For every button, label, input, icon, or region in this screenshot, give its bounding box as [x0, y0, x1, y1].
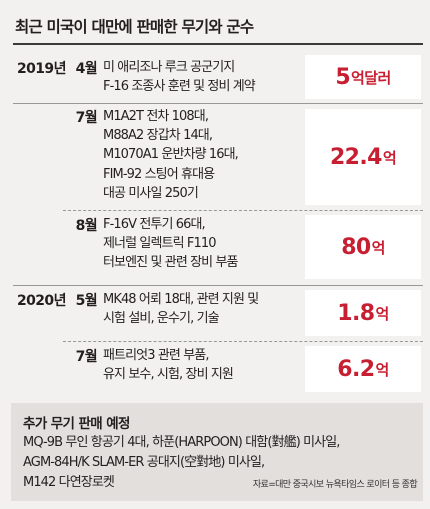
infographic: 최근 미국이 대만에 판매한 무기와 군수 2019년 4월 미 애리조나 루크…	[3, 3, 427, 506]
future-sales-line: MQ-9B 무인 항공기 4대, 하푼(HARPOON) 대함(對艦) 미사일,	[23, 435, 340, 450]
year-divider	[13, 285, 423, 286]
sale-row-2020-05: 2020년 5월 MK48 어뢰 18대, 관련 지원 및 시험 설비, 운수기…	[3, 290, 427, 336]
sale-description: 패트리엇3 관련 부품, 유지 보수, 시험, 장비 지원	[103, 346, 299, 384]
sale-month: 5월	[75, 293, 98, 309]
sale-month: 7월	[75, 349, 98, 365]
sale-description: F-16V 전투기 66대, 제너럴 일렉트릭 F110 터보엔진 및 관련 장…	[103, 215, 299, 273]
sale-line: F-16V 전투기 66대,	[103, 217, 206, 232]
month-divider	[63, 341, 423, 342]
sale-line: FIM-92 스팅어 휴대용	[103, 166, 215, 182]
month-divider	[63, 210, 423, 211]
amount-unit: 억	[371, 238, 386, 257]
sale-description: 미 애리조나 루크 공군기지 F-16 조종사 훈련 및 정비 계약	[103, 58, 299, 96]
title-divider	[13, 43, 423, 45]
sale-line: 유지 보수, 시험, 장비 지원	[103, 367, 234, 383]
sale-row-2019-04: 2019년 4월 미 애리조나 루크 공군기지 F-16 조종사 훈련 및 정비…	[3, 55, 427, 101]
amount-unit: 억	[375, 304, 389, 323]
sale-line: M1A2T 전차 108대,	[103, 109, 209, 124]
amount-unit: 억	[375, 360, 389, 379]
sale-line: 터보엔진 및 관련 장비 부품	[103, 255, 238, 271]
sale-line: 제너럴 일렉트릭 F110	[103, 236, 216, 252]
sale-row-2020-07: 7월 패트리엇3 관련 부품, 유지 보수, 시험, 장비 지원 6.2 억	[3, 346, 427, 392]
amount-value: 6.2	[337, 356, 375, 382]
sale-description: MK48 어뢰 18대, 관련 지원 및 시험 설비, 운수기, 기술	[103, 290, 299, 328]
future-sales-title: 추가 무기 판매 예정	[23, 416, 130, 432]
amount-value: 80	[341, 234, 371, 260]
sale-year: 2020년	[17, 293, 66, 309]
sale-amount: 80 억	[305, 215, 421, 279]
sale-month: 4월	[75, 61, 98, 77]
sale-amount: 1.8 억	[305, 290, 421, 336]
sale-year: 2019년	[17, 61, 66, 77]
sale-description: M1A2T 전차 108대, M88A2 장갑차 14대, M1070A1 운반…	[103, 107, 299, 203]
sale-amount: 22.4 억	[305, 109, 421, 205]
page-title: 최근 미국이 대만에 판매한 무기와 군수	[15, 18, 254, 36]
future-sales-line: M142 다연장로켓	[23, 475, 115, 490]
sale-line: 미 애리조나 루크 공군기지	[103, 60, 235, 75]
future-sales-list: MQ-9B 무인 항공기 4대, 하푼(HARPOON) 대함(對艦) 미사일,…	[23, 433, 419, 493]
sale-line: F-16 조종사 훈련 및 정비 계약	[103, 79, 256, 95]
source-credit: 자료=대만 중국시보 뉴욕타임스 로이터 등 종합	[252, 480, 418, 490]
future-sales-box: 추가 무기 판매 예정 MQ-9B 무인 항공기 4대, 하푼(HARPOON)…	[11, 403, 423, 501]
amount-unit: 억달러	[351, 68, 391, 87]
sale-month: 7월	[75, 110, 98, 126]
sale-line: M88A2 장갑차 14대,	[103, 128, 213, 144]
amount-value: 22.4	[329, 144, 382, 170]
year-divider	[13, 103, 423, 104]
amount-value: 5	[335, 64, 351, 90]
sale-amount: 6.2 억	[305, 346, 421, 392]
amount-unit: 억	[382, 148, 397, 167]
future-sales-line: AGM-84H/K SLAM-ER 공대지(空對地) 미사일,	[23, 455, 265, 470]
sale-line: 시험 설비, 운수기, 기술	[103, 311, 220, 327]
sale-amount: 5 억달러	[305, 55, 421, 99]
sale-row-2019-08: 8월 F-16V 전투기 66대, 제너럴 일렉트릭 F110 터보엔진 및 관…	[3, 215, 427, 279]
sale-line: 대공 미사일 250기	[103, 185, 199, 201]
sale-row-2019-07: 7월 M1A2T 전차 108대, M88A2 장갑차 14대, M1070A1…	[3, 107, 427, 207]
sale-line: M1070A1 운반차량 16대,	[103, 147, 239, 163]
amount-value: 1.8	[337, 300, 375, 326]
sale-line: MK48 어뢰 18대, 관련 지원 및	[103, 292, 259, 307]
sale-line: 패트리엇3 관련 부품,	[103, 348, 209, 363]
sale-month: 8월	[75, 218, 98, 234]
